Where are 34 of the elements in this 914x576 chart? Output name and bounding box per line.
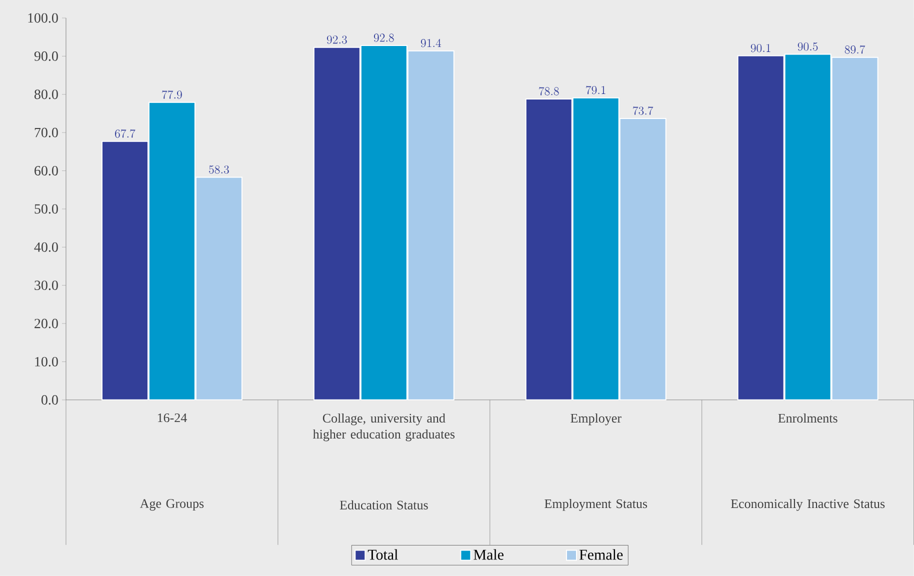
y-tick-label: 60.0 xyxy=(34,166,58,176)
text: Economically Inactive Status xyxy=(730,499,885,511)
legend-label: Female xyxy=(579,549,623,560)
y-tick-label: 80.0 xyxy=(34,90,58,100)
data-label: 73.7 xyxy=(633,106,654,115)
text: Age Groups xyxy=(140,499,204,511)
data-label: 89.7 xyxy=(844,45,866,54)
y-tick-label: 30.0 xyxy=(34,280,58,290)
y-tick-label: 100.0 xyxy=(28,13,58,23)
y-tick-label: 0.0 xyxy=(41,395,58,405)
data-label: 79. 1 xyxy=(586,86,606,94)
y-tick-label: 90.0 xyxy=(34,51,58,62)
y-tick-label: 50.0 xyxy=(34,204,58,214)
legend-label: Male xyxy=(474,549,504,560)
text: Employment Status xyxy=(544,499,648,511)
x-tick-label: Employer xyxy=(570,414,622,426)
data-label: 92.3 xyxy=(326,36,347,44)
x-tick-label: 16-24 xyxy=(158,414,187,422)
x-tick-label: Enrolments xyxy=(778,414,838,423)
y-tick-label: 70.0 xyxy=(34,128,58,138)
y-tick-label: 20.0 xyxy=(34,318,58,328)
text: Education Status xyxy=(340,500,428,510)
data-label: 90. 1 xyxy=(750,44,770,52)
data-label: 91 .4 xyxy=(420,38,442,48)
data-label: 58.3 xyxy=(209,166,229,174)
data-label: 92.8 xyxy=(374,34,394,42)
y-tick-label: 40.0 xyxy=(34,242,58,252)
data-label: 90.5 xyxy=(798,42,818,51)
legend-label: Total xyxy=(368,549,398,560)
data-label: 77.9 xyxy=(162,90,182,99)
data-label: 67.7 xyxy=(115,129,136,138)
y-tick-label: 10.0 xyxy=(35,357,58,367)
x-tick-label: Collage, university and higher education graduates xyxy=(312,414,455,442)
data-label: 78.8 xyxy=(539,87,559,96)
